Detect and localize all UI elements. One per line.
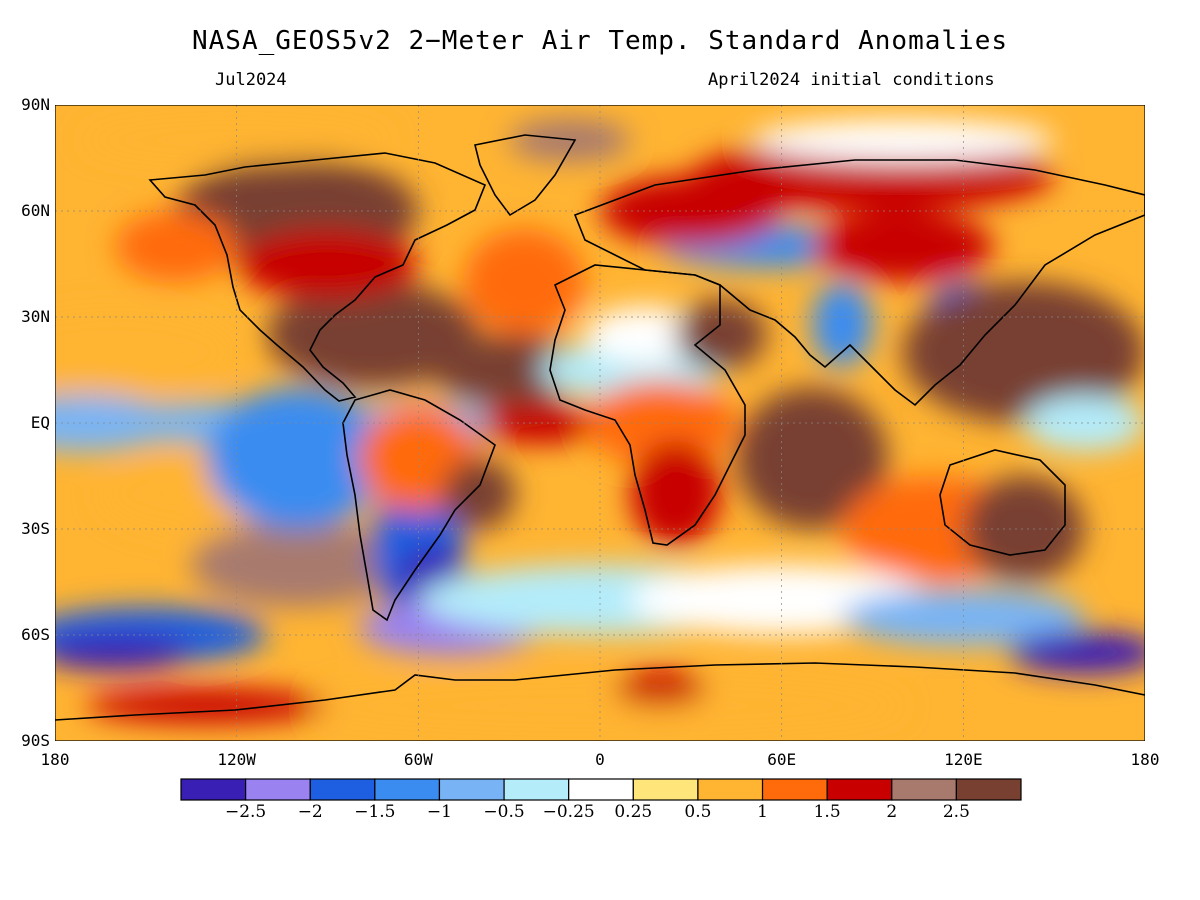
anomaly-region xyxy=(115,211,237,282)
colorbar-swatch xyxy=(503,778,570,801)
anomaly-region xyxy=(600,175,782,247)
lon-label: 120E xyxy=(944,750,983,769)
coastline-antarctica xyxy=(55,662,1145,721)
coastline-greenland xyxy=(474,134,577,217)
coastline-australia xyxy=(939,449,1066,556)
anomaly-region xyxy=(630,440,722,547)
lon-label: 180 xyxy=(1130,750,1160,769)
colorbar-swatch xyxy=(826,778,893,801)
colorbar-label: 1.5 xyxy=(813,802,841,822)
colorbar-label: −1.5 xyxy=(354,802,396,822)
anomaly-region xyxy=(266,281,479,388)
lat-label: EQ xyxy=(30,413,50,432)
colorbar-swatch xyxy=(180,778,247,801)
anomaly-field xyxy=(55,119,1145,734)
anomaly-region xyxy=(85,119,389,162)
anomaly-map xyxy=(55,105,1145,741)
lon-label: 60E xyxy=(767,750,797,769)
anomaly-region xyxy=(191,521,404,607)
coastlines xyxy=(55,134,1145,721)
colorbar-label: −1 xyxy=(426,802,452,822)
anomaly-region xyxy=(55,635,192,671)
lon-label: 120W xyxy=(217,750,256,769)
lat-label: 30S xyxy=(21,519,50,538)
lat-label: 90S xyxy=(21,731,50,750)
colorbar-swatch xyxy=(245,778,311,801)
lat-label: 30N xyxy=(21,307,50,326)
colorbar-swatch xyxy=(568,778,634,801)
lon-label: 60W xyxy=(403,750,433,769)
map-title: NASA_GEOS5v2 2−Meter Air Temp. Standard … xyxy=(191,26,1008,56)
anomaly-region xyxy=(675,299,767,370)
valid-month-label: Jul2024 xyxy=(215,70,287,90)
anomaly-region xyxy=(615,670,706,706)
colorbar-label: 0.5 xyxy=(684,802,712,822)
colorbar-swatch xyxy=(697,778,764,801)
colorbar-label: −0.5 xyxy=(483,802,525,822)
anomaly-region xyxy=(236,228,419,300)
anomaly-region xyxy=(811,281,873,367)
coastline-eurasia xyxy=(573,159,1145,407)
anomaly-region xyxy=(433,334,585,406)
init-conditions-label: April2024 initial conditions xyxy=(708,70,995,90)
lon-label: 180 xyxy=(40,750,70,769)
colorbar-swatch xyxy=(761,778,828,801)
anomaly-region xyxy=(842,589,1085,646)
anomaly-region xyxy=(1008,631,1145,674)
lat-label: 90N xyxy=(21,95,50,114)
colorbar-label: 2 xyxy=(886,802,898,822)
colorbar-swatch xyxy=(438,778,505,801)
colorbar-swatch xyxy=(309,778,376,801)
anomaly-region xyxy=(584,306,706,363)
anomaly-region xyxy=(85,688,328,724)
anomaly-region xyxy=(736,387,888,529)
colorbar-label: 0.25 xyxy=(614,802,653,822)
anomaly-region xyxy=(811,211,994,282)
colorbar-label: 1 xyxy=(757,802,768,822)
coastline-north-america xyxy=(148,152,487,402)
anomaly-region xyxy=(442,458,516,529)
anomaly-region xyxy=(478,401,600,445)
graticule xyxy=(55,105,1145,741)
anomaly-region xyxy=(55,309,237,395)
colorbar-label: −2 xyxy=(297,802,323,822)
colorbar-label: −2.5 xyxy=(224,802,267,822)
lon-label: 0 xyxy=(595,750,605,769)
lat-label: 60N xyxy=(21,201,50,220)
colorbar xyxy=(180,778,1022,801)
colorbar-swatch xyxy=(955,778,1022,801)
colorbar-swatch xyxy=(632,778,699,801)
anomaly-region xyxy=(751,119,1055,162)
colorbar-swatch xyxy=(891,778,957,801)
colorbar-swatch xyxy=(374,778,441,801)
colorbar-label: 2.5 xyxy=(942,802,970,822)
colorbar-label: −0.25 xyxy=(542,802,595,822)
anomaly-region xyxy=(509,119,631,162)
anomaly-region xyxy=(963,476,1085,582)
anomaly-region xyxy=(463,228,585,335)
coastline-south-america xyxy=(342,389,496,622)
lat-label: 60S xyxy=(21,625,50,644)
anomaly-region xyxy=(1023,394,1145,452)
anomaly-region xyxy=(584,380,737,466)
